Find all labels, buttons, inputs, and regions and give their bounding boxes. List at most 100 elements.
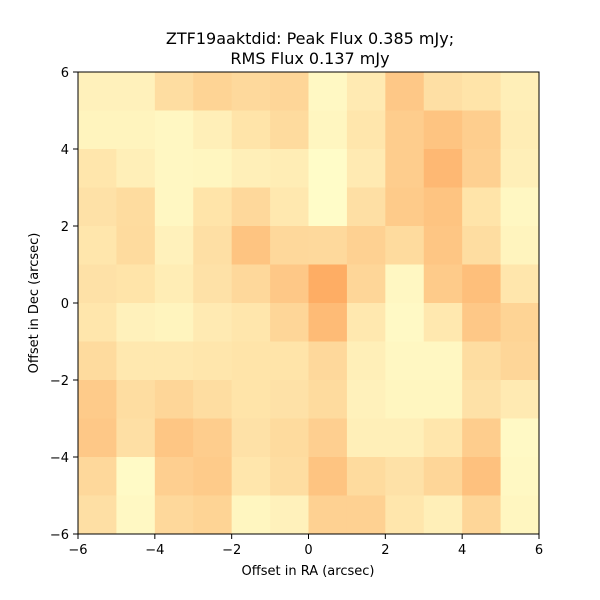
heatmap-cell [78,418,117,458]
heatmap-cell [78,264,117,304]
heatmap-cell [423,495,463,535]
heatmap-cell [346,72,386,111]
heatmap-cell [231,187,271,227]
heatmap-cell [462,110,501,150]
heatmap-cell [346,264,386,304]
heatmap-cell [78,457,117,496]
heatmap-cell [193,149,233,188]
heatmap-cell [500,187,540,227]
heatmap-cell [500,226,540,265]
heatmap-cell [231,303,271,342]
heatmap-cell [346,110,386,150]
heatmap-cell [500,341,540,381]
heatmap-cell [423,187,463,227]
heatmap-cell [500,110,540,150]
heatmap-cell [270,187,309,227]
heatmap-cell [308,495,348,535]
heatmap-cell [270,457,309,496]
heatmap-cell [308,264,348,304]
heatmap-cell [385,303,425,342]
heatmap-cell [423,418,463,458]
heatmap-cell [462,380,501,419]
heatmap-cell [78,72,117,111]
heatmap-cell [78,303,117,342]
heatmap-cell [423,264,463,304]
heatmap-cell [308,149,348,188]
heatmap-cell [385,418,425,458]
heatmap-cell [385,226,425,265]
heatmap-cell [193,226,233,265]
heatmap-cell [346,149,386,188]
heatmap-cell [500,303,540,342]
heatmap-cell [270,149,309,188]
y-tick-label: 2 [61,220,69,235]
heatmap-cell [231,495,271,535]
heatmap-cell [462,187,501,227]
heatmap-cell [154,72,194,111]
y-tick-label: −2 [50,374,69,389]
x-tick-label: 6 [535,543,543,558]
heatmap-cell [193,418,233,458]
x-tick-label: 2 [381,543,389,558]
heatmap-cell [500,72,540,111]
heatmap-cell [78,149,117,188]
y-tick-label: 6 [61,66,69,81]
heatmap-cell [231,110,271,150]
chart-title-line-1: ZTF19aaktdid: Peak Flux 0.385 mJy; [166,29,454,48]
heatmap-cell [231,341,271,381]
heatmap-cell [308,72,348,111]
heatmap-cell [385,110,425,150]
heatmap-cell [193,457,233,496]
heatmap-cell [423,72,463,111]
x-tick-label: 4 [458,543,466,558]
y-tick-label: 0 [61,297,69,312]
x-axis-label: Offset in RA (arcsec) [242,564,375,579]
heatmap-cell [116,457,156,496]
heatmap-cell [308,303,348,342]
heatmap-cell [462,457,501,496]
y-tick-label: −6 [50,528,69,543]
heatmap-cell [116,226,156,265]
heatmap-cell [423,149,463,188]
heatmap-cell [346,226,386,265]
y-axis-ticks: −6 −4 −2 0 2 4 6 [50,66,78,543]
heatmap-cell [116,495,156,535]
heatmap-cell [462,418,501,458]
heatmap-cell [154,380,194,419]
heatmap-cell [385,72,425,111]
heatmap-cell [385,380,425,419]
heatmap-cell [193,341,233,381]
heatmap-cell [193,187,233,227]
heatmap-cell [500,457,540,496]
heatmap-cell [193,380,233,419]
heatmap-cell [270,226,309,265]
heatmap-cell [116,264,156,304]
heatmap-cell [154,303,194,342]
heatmap-cell [231,264,271,304]
heatmap-cell [385,264,425,304]
heatmap-cell [270,72,309,111]
heatmap-cells [78,72,540,535]
heatmap-cell [116,341,156,381]
heatmap-cell [308,110,348,150]
y-tick-label: −4 [50,451,69,466]
heatmap-cell [193,264,233,304]
heatmap-cell [270,110,309,150]
heatmap-cell [231,226,271,265]
heatmap-cell [462,303,501,342]
heatmap-cell [154,418,194,458]
heatmap-cell [385,341,425,381]
heatmap-cell [78,187,117,227]
heatmap-cell [193,110,233,150]
heatmap-cell [270,264,309,304]
heatmap-cell [308,457,348,496]
heatmap-cell [500,149,540,188]
heatmap-cell [270,418,309,458]
heatmap-cell [193,303,233,342]
heatmap-cell [270,303,309,342]
heatmap-cell [231,457,271,496]
heatmap-cell [116,380,156,419]
heatmap-cell [154,495,194,535]
heatmap-cell [193,72,233,111]
